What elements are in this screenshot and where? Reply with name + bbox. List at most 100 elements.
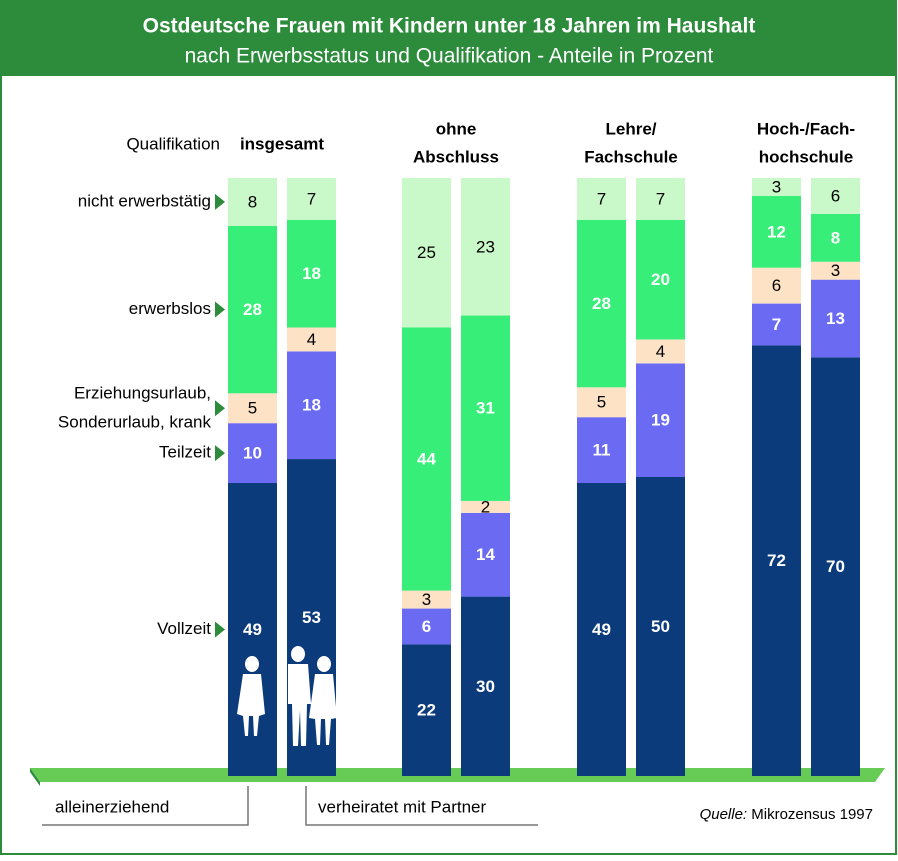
bar-segment — [577, 387, 626, 418]
value-label: 50 — [651, 617, 670, 636]
value-label: 11 — [593, 441, 611, 460]
bar-segment — [577, 219, 626, 388]
bar-segment — [287, 327, 336, 352]
legend-label: nicht erwerbstätig — [78, 191, 211, 210]
bracket — [42, 786, 249, 826]
bar-segment — [752, 178, 801, 196]
bar-segment — [636, 178, 685, 220]
bar-segment — [402, 644, 451, 776]
value-label: 8 — [248, 192, 257, 211]
value-label: 3 — [831, 261, 840, 280]
value-label: 5 — [248, 399, 257, 418]
bar-segment — [811, 261, 860, 280]
value-label: 18 — [302, 264, 321, 283]
value-label: 3 — [772, 177, 781, 196]
value-label: 7 — [656, 189, 665, 208]
category-label: hochschule — [759, 147, 853, 166]
ground-edge — [30, 768, 40, 786]
value-label: 70 — [826, 557, 845, 576]
category-label: Abschluss — [413, 147, 499, 166]
category-label: Lehre/ — [605, 119, 656, 138]
source: Quelle: Mikrozensus 1997 — [700, 806, 873, 823]
value-label: 12 — [767, 222, 786, 241]
value-label: 30 — [476, 677, 495, 696]
bar-segment — [228, 482, 277, 776]
value-label: 25 — [417, 243, 436, 262]
legend-label: erwerbslos — [129, 299, 211, 318]
bar-segment — [228, 178, 277, 226]
value-label: 23 — [476, 237, 495, 256]
value-label: 6 — [422, 617, 431, 636]
bar-segment — [228, 393, 277, 424]
bar-segment — [287, 178, 336, 220]
value-label: 28 — [592, 294, 611, 313]
subgroup-label: alleinerziehend — [55, 797, 169, 816]
value-label: 6 — [831, 186, 840, 205]
value-label: 3 — [422, 590, 431, 609]
silhouettes — [237, 646, 337, 746]
bar-segment — [228, 423, 277, 483]
header — [1, 1, 896, 76]
bar-segment — [402, 178, 451, 328]
value-label: 20 — [651, 270, 670, 289]
value-label: 22 — [417, 701, 436, 720]
bar-segment — [287, 219, 336, 328]
value-label: 53 — [302, 608, 321, 627]
bar-segment — [461, 596, 510, 776]
value-label: 31 — [476, 399, 495, 418]
bar-segment — [636, 477, 685, 776]
bar-segment — [636, 219, 685, 340]
legend-label: Erziehungsurlaub, — [74, 384, 211, 403]
value-label: 14 — [476, 545, 495, 564]
value-label: 28 — [243, 300, 262, 319]
bar-segment — [461, 500, 510, 513]
bar-segment — [752, 345, 801, 776]
bar-segment — [577, 417, 626, 483]
value-label: 7 — [597, 189, 606, 208]
value-label: 13 — [826, 309, 845, 328]
bar-segment — [811, 213, 860, 262]
bar-segment — [811, 357, 860, 776]
bar-segment — [461, 512, 510, 597]
chart-title: Ostdeutsche Frauen mit Kindern unter 18 … — [143, 15, 756, 38]
legend-label: Vollzeit — [157, 619, 211, 638]
bar-segment — [752, 195, 801, 268]
bar-segment — [402, 590, 451, 609]
legend-label: Sonderurlaub, krank — [58, 413, 212, 432]
category-label: Hoch-/Fach- — [757, 119, 855, 138]
value-label: 49 — [243, 620, 262, 639]
bracket — [305, 786, 538, 826]
legend-arrow — [215, 193, 225, 210]
bar-segment — [287, 351, 336, 460]
category-axis-label: Qualifikation — [126, 134, 220, 153]
category-label: insgesamt — [240, 134, 324, 153]
subgroup-label: verheiratet mit Partner — [318, 797, 487, 816]
value-label: 49 — [592, 620, 611, 639]
chart-subtitle: nach Erwerbsstatus und Qualifikation - A… — [185, 45, 714, 68]
value-label: 6 — [772, 276, 781, 295]
bar-segment — [811, 178, 860, 214]
value-label: 5 — [597, 393, 606, 412]
value-label: 7 — [307, 189, 316, 208]
legend-arrow — [215, 621, 225, 638]
bar-segment — [636, 339, 685, 364]
value-label: 18 — [302, 396, 321, 415]
value-label: 7 — [772, 315, 781, 334]
bar-segment — [461, 178, 510, 316]
bar-segment — [228, 225, 277, 394]
bar-segment — [811, 279, 860, 358]
value-label: 72 — [767, 551, 786, 570]
category-label: Fachschule — [584, 147, 678, 166]
category-label: ohne — [436, 119, 477, 138]
bar-segment — [636, 363, 685, 477]
value-label: 4 — [656, 342, 665, 361]
bar-segment — [752, 267, 801, 304]
legend-label: Teilzeit — [159, 443, 211, 462]
bar-segment — [402, 327, 451, 591]
value-label: 19 — [651, 411, 670, 430]
bars: insgesamt 49 Vollzeit 10 Teilzeit 5 Erziehungs… — [58, 119, 860, 776]
bar-segment — [577, 482, 626, 776]
value-label: 8 — [831, 228, 840, 247]
legend-arrow — [215, 301, 225, 318]
